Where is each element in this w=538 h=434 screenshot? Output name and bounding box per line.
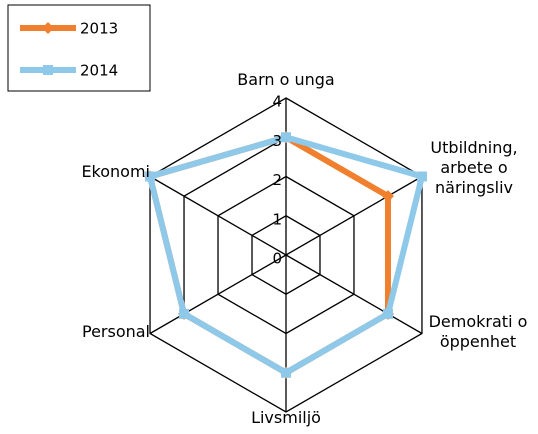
category-label: Demokrati o öppenhet — [428, 312, 528, 351]
axis-spoke — [285, 254, 423, 335]
axis-spoke — [149, 254, 287, 335]
category-label: Utbildning, arbete o näringsliv — [430, 138, 518, 197]
data-point — [382, 308, 393, 319]
category-label: Livsmiljö — [251, 408, 321, 427]
category-label: Personal — [81, 322, 150, 341]
data-point — [179, 308, 190, 319]
tick-label: 4 — [272, 93, 282, 111]
axis-spoke — [285, 175, 423, 256]
data-point — [145, 171, 156, 182]
legend-label: 2013 — [80, 20, 118, 38]
tick-label: 0 — [272, 250, 282, 268]
data-point — [281, 132, 291, 143]
data-point — [381, 190, 394, 203]
tick-label: 3 — [272, 132, 282, 150]
legend-label: 2014 — [80, 62, 118, 80]
data-point — [281, 367, 291, 378]
category-label: Barn o unga — [237, 70, 335, 89]
legend-box — [7, 4, 151, 92]
legend-marker — [43, 65, 53, 75]
axis-spoke — [149, 175, 287, 256]
tick-label: 1 — [272, 210, 282, 228]
data-point — [416, 171, 427, 182]
legend-marker — [42, 22, 54, 34]
category-label: Ekonomi — [81, 162, 150, 181]
tick-label: 2 — [272, 171, 282, 189]
